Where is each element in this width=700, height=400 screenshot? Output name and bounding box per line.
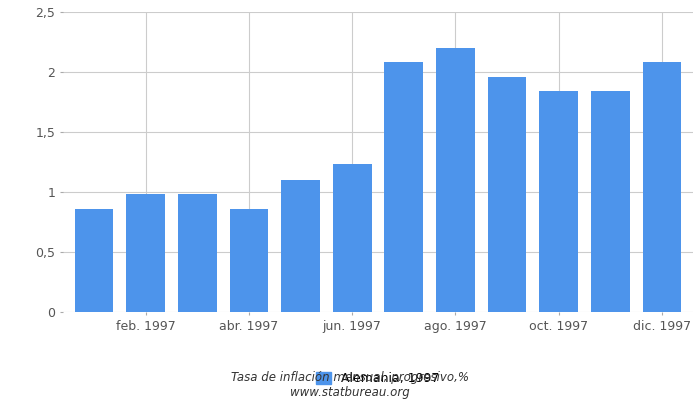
Bar: [332, 164, 372, 312]
Bar: [75, 209, 113, 312]
Bar: [126, 194, 165, 312]
Bar: [488, 77, 526, 312]
Bar: [540, 91, 578, 312]
Bar: [643, 62, 681, 312]
Bar: [591, 91, 630, 312]
Bar: [230, 209, 268, 312]
Bar: [281, 180, 320, 312]
Bar: [178, 194, 216, 312]
Text: Tasa de inflación mensual, progresivo,%: Tasa de inflación mensual, progresivo,%: [231, 372, 469, 384]
Bar: [436, 48, 475, 312]
Bar: [384, 62, 424, 312]
Text: www.statbureau.org: www.statbureau.org: [290, 386, 410, 399]
Legend: Alemania, 1997: Alemania, 1997: [316, 372, 440, 385]
